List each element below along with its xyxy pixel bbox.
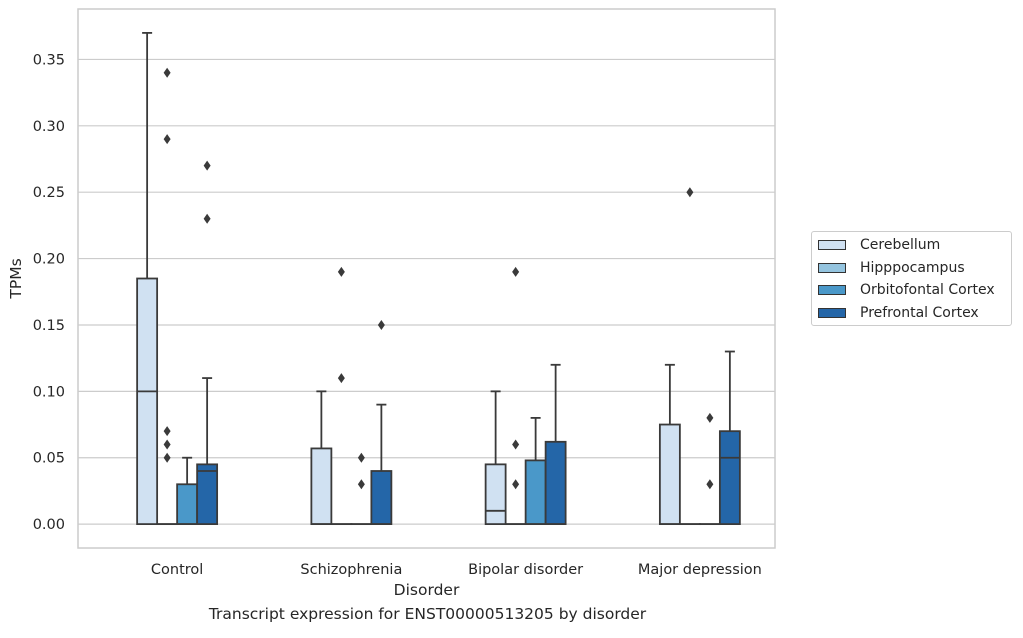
chart-caption: Transcript expression for ENST0000051320… [0, 605, 855, 623]
outlier-point [706, 413, 713, 423]
legend-swatch [818, 240, 846, 250]
outlier-point [204, 214, 211, 224]
box-prefrontal-cortex [720, 431, 740, 524]
y-tick-label: 0.25 [33, 185, 65, 201]
y-tick-label: 0.00 [33, 517, 65, 533]
box-cerebellum [486, 464, 506, 524]
box-prefrontal-cortex [371, 471, 391, 524]
x-tick-label: Bipolar disorder [468, 562, 583, 578]
y-tick-label: 0.10 [33, 384, 65, 400]
box-cerebellum [660, 425, 680, 525]
x-tick-label: Schizophrenia [300, 562, 402, 578]
legend-swatch [818, 285, 846, 295]
legend-swatch [818, 308, 846, 318]
box-prefrontal-cortex [197, 464, 217, 524]
outlier-point [358, 453, 365, 463]
box-orbitofontal-cortex [177, 484, 197, 524]
y-tick-label: 0.20 [33, 252, 65, 268]
legend-item-cerebellum: Cerebellum [818, 235, 940, 255]
legend: Cerebellum Hipppocampus Orbitofontal Cor… [811, 231, 1012, 326]
outlier-point [164, 439, 171, 449]
outlier-point [204, 161, 211, 171]
legend-label: Orbitofontal Cortex [860, 282, 995, 298]
box-cerebellum [311, 448, 331, 524]
y-axis-label: TPMs [7, 258, 25, 299]
outlier-point [338, 267, 345, 277]
outlier-point [338, 373, 345, 383]
box-orbitofontal-cortex [526, 460, 546, 524]
outlier-point [378, 320, 385, 330]
y-tick-label: 0.05 [33, 451, 65, 467]
outlier-point [686, 187, 693, 197]
x-tick-label: Major depression [638, 562, 762, 578]
outlier-point [512, 439, 519, 449]
y-tick-label: 0.35 [33, 52, 65, 68]
outlier-point [164, 68, 171, 78]
outlier-point [512, 267, 519, 277]
legend-item-hippocampus: Hipppocampus [818, 258, 965, 278]
legend-label: Prefrontal Cortex [860, 305, 979, 321]
outlier-point [164, 134, 171, 144]
box-cerebellum [137, 279, 157, 525]
legend-label: Hipppocampus [860, 260, 965, 276]
outlier-point [706, 479, 713, 489]
box-prefrontal-cortex [546, 442, 566, 524]
legend-label: Cerebellum [860, 237, 940, 253]
outlier-point [358, 479, 365, 489]
x-axis-label: Disorder [394, 581, 460, 599]
x-tick-label: Control [151, 562, 203, 578]
legend-item-orbitofrontal-cortex: Orbitofontal Cortex [818, 280, 995, 300]
legend-swatch [818, 263, 846, 273]
y-tick-label: 0.15 [33, 318, 65, 334]
y-tick-label: 0.30 [33, 119, 65, 135]
outlier-point [512, 479, 519, 489]
legend-item-prefrontal-cortex: Prefrontal Cortex [818, 303, 979, 323]
outlier-point [164, 453, 171, 463]
outlier-point [164, 426, 171, 436]
